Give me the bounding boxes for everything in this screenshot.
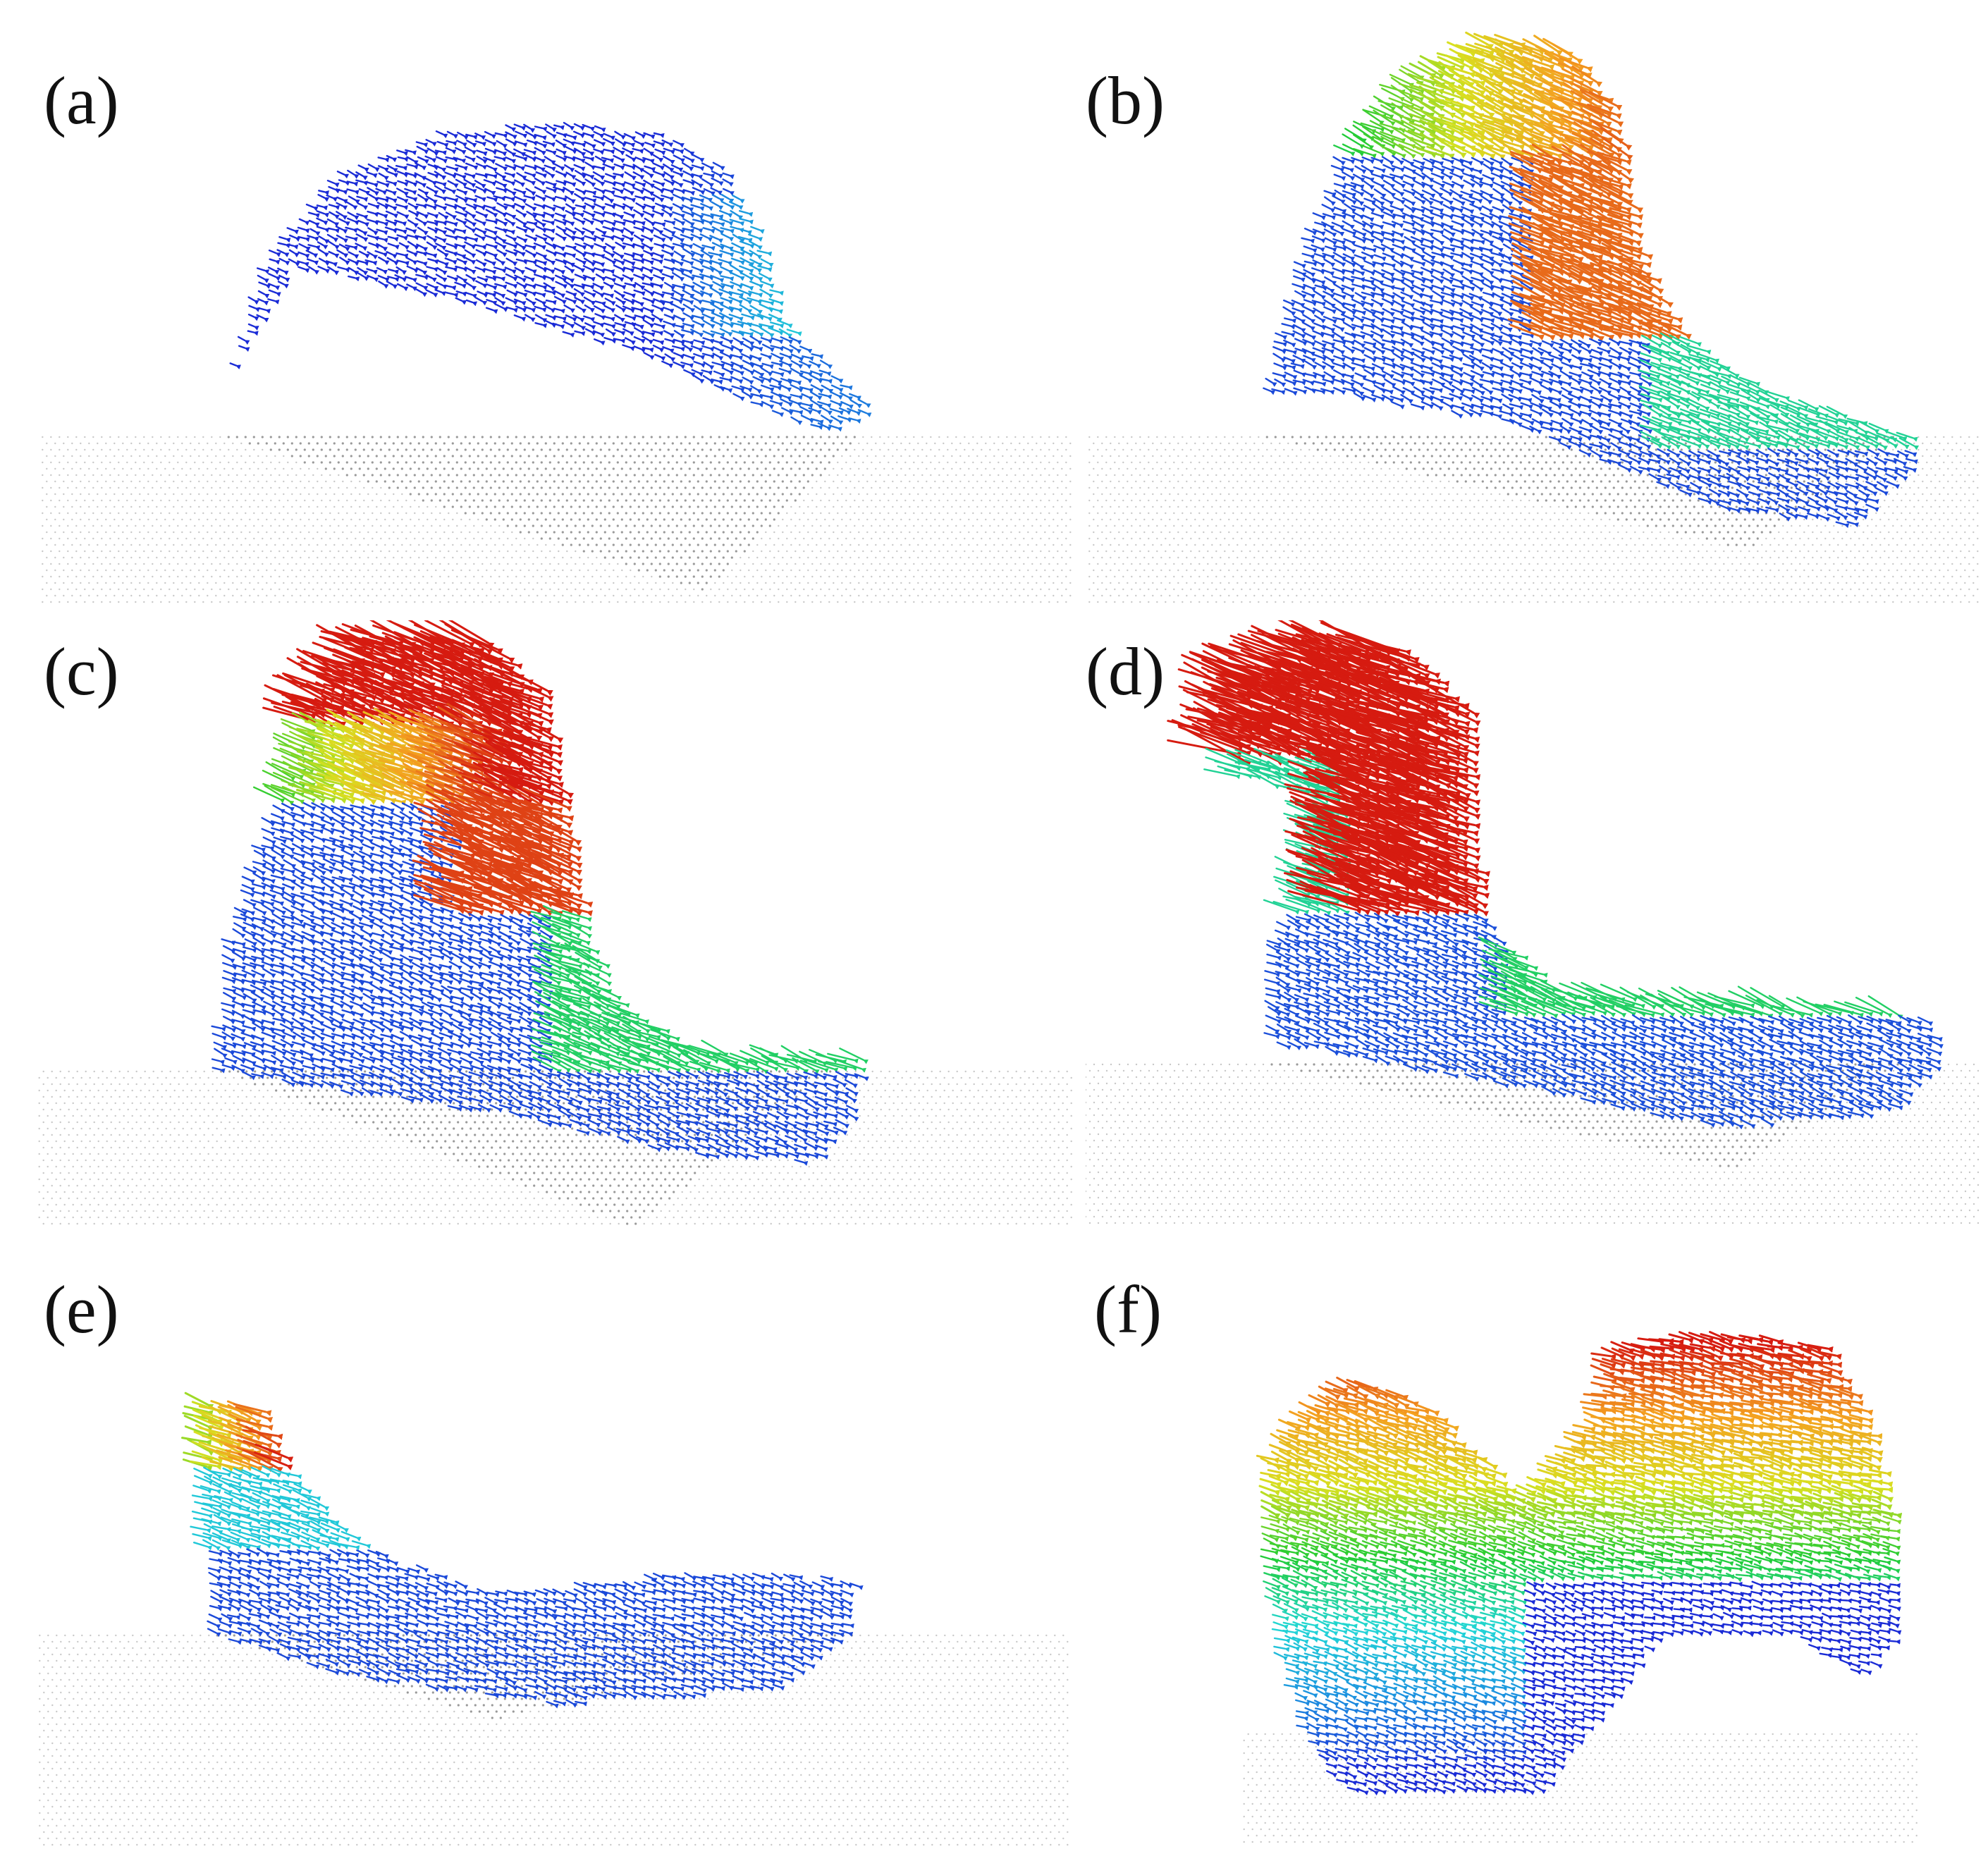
- panel-label-e: (e): [44, 1276, 119, 1344]
- velocity-arrows: [229, 121, 872, 432]
- vector-field-a: [42, 121, 1072, 603]
- vector-field-d: [1086, 620, 1980, 1224]
- substrate-dots: [1243, 1733, 1918, 1843]
- panel-label-d: (d): [1086, 638, 1165, 706]
- vector-field-b: [1088, 31, 1979, 603]
- vector-field-e: [39, 1392, 1069, 1846]
- panel-b: (b): [1086, 0, 1988, 620]
- panel-d: (d): [1086, 620, 1988, 1241]
- panel-label-b: (b): [1086, 67, 1165, 135]
- substrate-dots: [38, 1070, 1072, 1225]
- velocity-arrows: [1256, 1331, 1903, 1796]
- velocity-arrows: [181, 1392, 864, 1709]
- velocity-arrows: [211, 620, 869, 1166]
- panel-a: (a): [0, 0, 1086, 620]
- panel-e: (e): [0, 1241, 1086, 1861]
- substrate-dots: [1088, 436, 1979, 603]
- substrate-dots: [39, 1634, 1069, 1846]
- panel-label-c: (c): [44, 638, 119, 706]
- panel-label-a: (a): [44, 67, 119, 135]
- velocity-arrows: [1167, 620, 1944, 1130]
- panel-f: (f): [1086, 1241, 1988, 1861]
- vector-field-f: [1243, 1331, 1918, 1843]
- panel-label-f: (f): [1094, 1276, 1162, 1344]
- substrate-dots: [42, 436, 1072, 603]
- vector-field-c: [38, 620, 1072, 1225]
- substrate-dots: [1086, 1063, 1980, 1224]
- panel-c: (c): [0, 620, 1086, 1241]
